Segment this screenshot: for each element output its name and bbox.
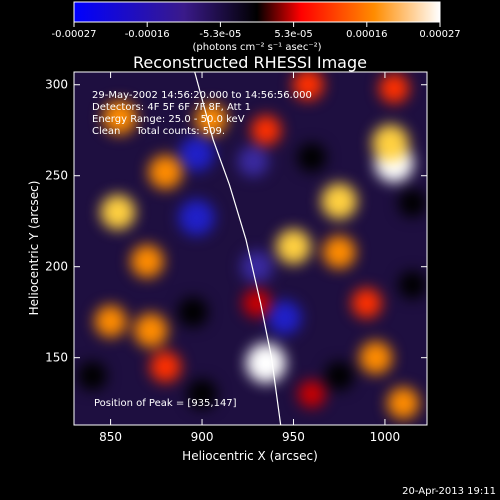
y-tick-label: 150 (45, 351, 68, 365)
heatmap-blob (321, 183, 358, 220)
colorbar-ticks: -0.00027 -0.00016 -5.3e-05 5.3e-05 0.00016 0.… (52, 22, 461, 40)
heatmap-blob (322, 235, 356, 269)
colorbar-tick-label: -0.00016 (125, 29, 170, 40)
y-tick-label: 300 (45, 78, 68, 92)
heatmap-blob (133, 313, 168, 348)
annotation-energy-range: Energy Range: 25.0 - 50.0 keV (92, 114, 245, 125)
heatmap-blob (242, 289, 271, 318)
annotation-time-range: 29-May-2002 14:56:20.000 to 14:56:56.000 (92, 90, 312, 101)
heatmap-blob (398, 270, 427, 299)
heatmap-blob (177, 297, 208, 328)
x-tick-label: 1000 (370, 430, 401, 444)
colorbar-tick-label: 5.3e-05 (274, 29, 312, 40)
heatmap-blob (246, 343, 287, 384)
heatmap-blob (387, 387, 420, 420)
heatmap-blob (379, 73, 410, 104)
heatmap-blob (267, 300, 302, 335)
heatmap-blob (187, 379, 218, 410)
heatmap-blob (240, 250, 273, 283)
heatmap-blob (398, 189, 427, 218)
heatmap-blob (195, 103, 228, 136)
heatmap-blob (359, 341, 393, 375)
colorbar-tick-label: -5.3e-05 (199, 29, 241, 40)
annotation-detectors: Detectors: 4F 5F 6F 7F 8F, Att 1 (92, 102, 251, 113)
heatmap-blob (275, 229, 311, 265)
x-tick-label: 900 (191, 430, 214, 444)
heatmap-blob (251, 115, 282, 146)
footer-timestamp: 20-Apr-2013 19:11 (402, 486, 496, 497)
heatmap-blob (100, 194, 136, 230)
y-tick-label: 250 (45, 169, 68, 183)
colorbar-tick-label: -0.00027 (52, 29, 97, 40)
colorbar-tick-label: 0.00027 (419, 29, 460, 40)
heatmap-blob (102, 100, 137, 135)
y-tick-label: 200 (45, 260, 68, 274)
heatmap (77, 72, 427, 425)
heatmap-blob (77, 361, 107, 391)
x-axis-label: Heliocentric X (arcsec) (182, 449, 318, 463)
colorbar-tick-label: 0.00016 (346, 29, 387, 40)
heatmap-blob (324, 361, 354, 391)
heatmap-blob (237, 145, 269, 177)
x-tick-label: 950 (282, 430, 305, 444)
heatmap-blob (130, 244, 164, 278)
heatmap-blob (351, 288, 382, 319)
annotation-clean-counts: Clean Total counts: 509. (92, 126, 225, 137)
heatmap-blob (297, 143, 327, 173)
colorbar (73, 1, 441, 23)
heatmap-blob (178, 199, 215, 236)
heatmap-blob (298, 380, 326, 408)
heatmap-blob (292, 72, 324, 101)
colorbar-label: (photons cm⁻² s⁻¹ asec⁻²) (192, 42, 321, 53)
heatmap-blob (94, 305, 127, 338)
heatmap-blob (149, 351, 181, 383)
y-axis-label: Heliocentric Y (arcsec) (27, 181, 41, 316)
annotation-peak-position: Position of Peak = [935,147] (94, 398, 237, 409)
axis-ticks: 850 900 950 1000 150 200 250 300 (45, 72, 427, 444)
heatmap-blob (148, 155, 183, 190)
heatmap-blob (371, 124, 409, 162)
plot-frame (73, 71, 428, 426)
x-tick-label: 850 (99, 430, 122, 444)
chart-title: Reconstructed RHESSI Image (133, 53, 367, 72)
heatmap-blob (179, 136, 215, 172)
solar-limb-curve (194, 72, 282, 425)
